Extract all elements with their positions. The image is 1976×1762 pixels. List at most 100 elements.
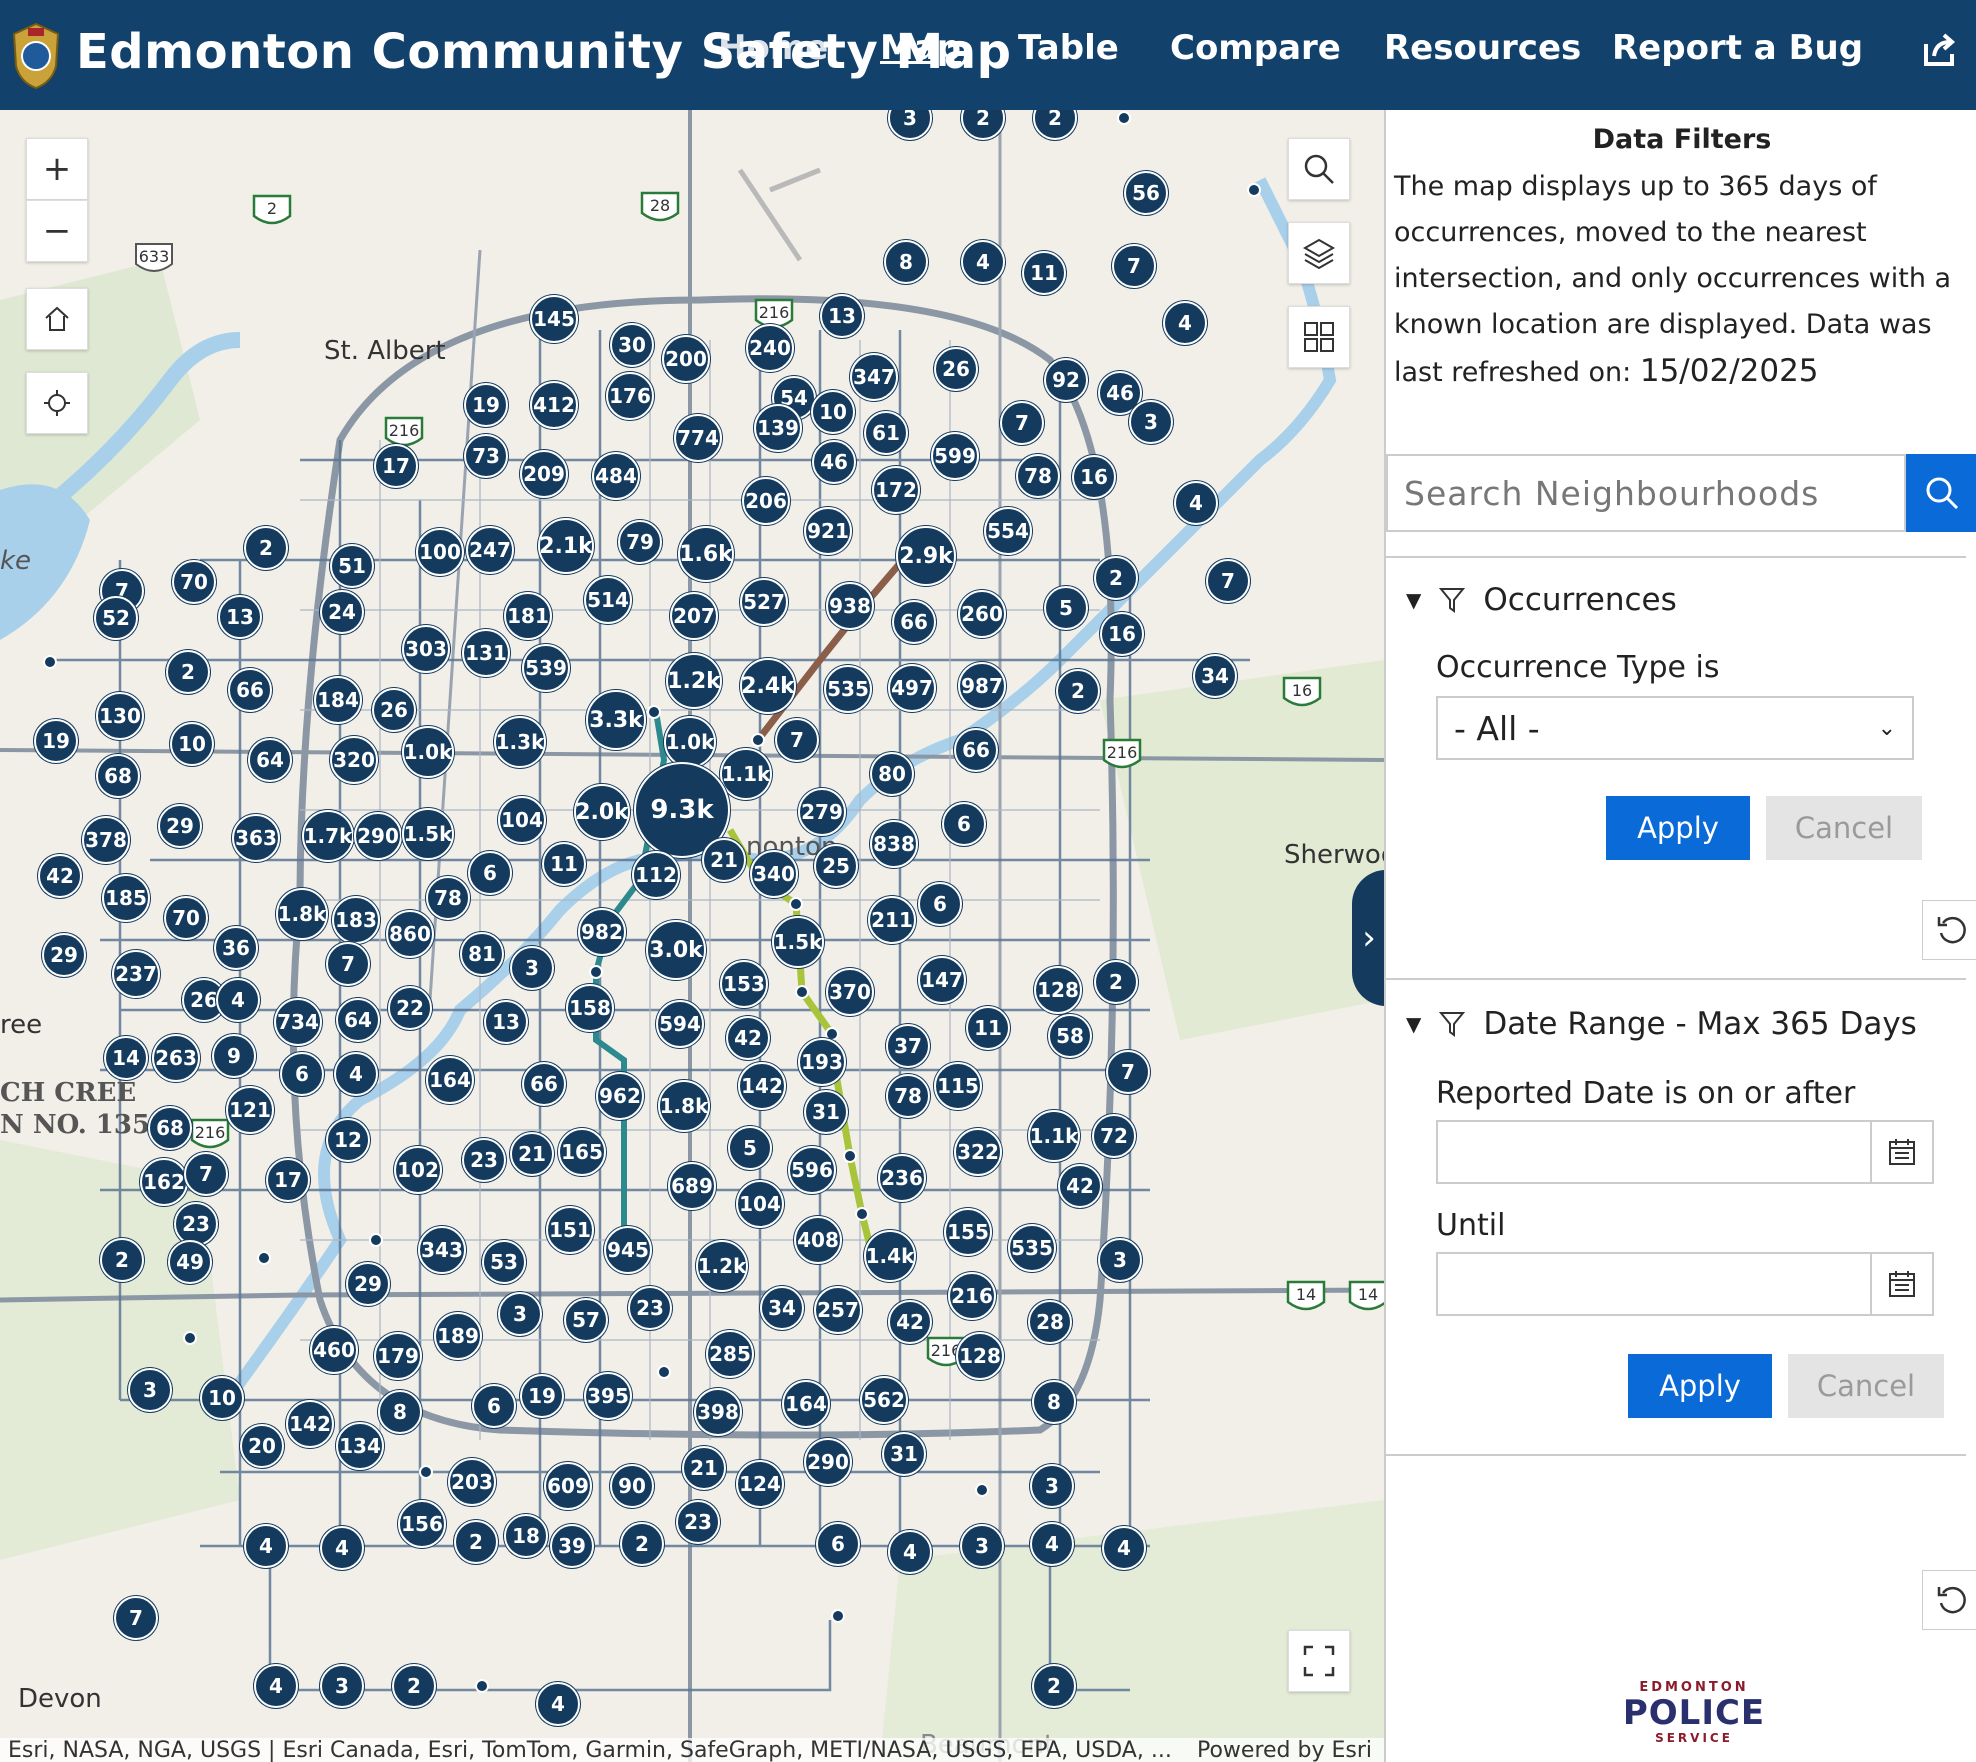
occurrence-cluster[interactable]: 2.0k xyxy=(574,784,630,840)
date-reset-button[interactable] xyxy=(1922,1570,1976,1630)
date-apply-button[interactable]: Apply xyxy=(1628,1354,1772,1418)
occurrence-cluster[interactable]: 6 xyxy=(468,851,512,895)
occurrence-cluster[interactable]: 139 xyxy=(754,404,802,452)
occurrence-cluster[interactable]: 609 xyxy=(544,1462,592,1510)
occurrence-cluster[interactable]: 23 xyxy=(676,1500,720,1544)
occurrence-cluster[interactable]: 13 xyxy=(820,294,864,338)
occurrence-cluster[interactable]: 3 xyxy=(1129,400,1173,444)
occurrence-cluster[interactable]: 7 xyxy=(775,718,819,762)
occurrence-cluster[interactable]: 6 xyxy=(816,1522,860,1566)
occurrence-cluster[interactable]: 8 xyxy=(1032,1380,1076,1424)
occurrence-cluster[interactable]: 36 xyxy=(214,926,258,970)
occurrence-cluster[interactable]: 206 xyxy=(742,477,790,525)
occurrence-cluster[interactable]: 216 xyxy=(948,1272,996,1320)
occurrence-cluster[interactable]: 11 xyxy=(542,842,586,886)
occurrence-cluster[interactable]: 13 xyxy=(484,1000,528,1044)
occurrence-cluster[interactable]: 130 xyxy=(96,692,144,740)
occurrence-point[interactable] xyxy=(1247,183,1261,197)
date-range-section-toggle[interactable]: ▼ Date Range - Max 365 Days xyxy=(1406,1006,1917,1042)
occurrence-cluster[interactable]: 263 xyxy=(152,1034,200,1082)
fullscreen-button[interactable] xyxy=(1288,1630,1350,1692)
occurrence-cluster[interactable]: 37 xyxy=(886,1024,930,1068)
occurrence-cluster[interactable]: 12 xyxy=(326,1118,370,1162)
occurrence-cluster[interactable]: 921 xyxy=(804,507,852,555)
occurrence-cluster[interactable]: 179 xyxy=(374,1332,422,1380)
zoom-in-button[interactable]: + xyxy=(26,138,88,200)
occurrence-cluster[interactable]: 257 xyxy=(814,1286,862,1334)
occurrence-cluster[interactable]: 78 xyxy=(886,1074,930,1118)
until-field[interactable] xyxy=(1436,1252,1934,1316)
occurrence-cluster[interactable]: 142 xyxy=(286,1400,334,1448)
occurrence-cluster[interactable]: 184 xyxy=(314,676,362,724)
occurrence-cluster[interactable]: 21 xyxy=(510,1132,554,1176)
occurrence-cluster[interactable]: 774 xyxy=(674,414,722,462)
occurrence-cluster[interactable]: 2 xyxy=(1094,556,1138,600)
occurrence-cluster[interactable]: 17 xyxy=(266,1158,310,1202)
panel-toggle-button[interactable]: › xyxy=(1352,870,1384,1006)
occurrence-cluster[interactable]: 16 xyxy=(1072,455,1116,499)
occurrence-cluster[interactable]: 17 xyxy=(374,444,418,488)
occurrences-cancel-button[interactable]: Cancel xyxy=(1766,796,1922,860)
occurrence-cluster[interactable]: 237 xyxy=(112,950,160,998)
occurrence-cluster[interactable]: 207 xyxy=(670,592,718,640)
occurrence-point[interactable] xyxy=(795,985,809,999)
occurrence-cluster[interactable]: 2 xyxy=(1094,960,1138,1004)
occurrence-cluster[interactable]: 4 xyxy=(244,1524,288,1568)
nav-report-bug[interactable]: Report a Bug xyxy=(1612,28,1864,68)
occurrence-point[interactable] xyxy=(257,1251,271,1265)
occurrence-cluster[interactable]: 539 xyxy=(522,644,570,692)
occurrence-cluster[interactable]: 92 xyxy=(1044,358,1088,402)
occurrence-cluster[interactable]: 285 xyxy=(706,1330,754,1378)
occurrence-cluster[interactable]: 19 xyxy=(520,1374,564,1418)
map-view[interactable]: 2 28 633 216 216 216 216 216 16 14 14 St… xyxy=(0,110,1384,1762)
occurrence-cluster[interactable]: 57 xyxy=(564,1298,608,1342)
occurrence-cluster[interactable]: 236 xyxy=(878,1154,926,1202)
occurrence-cluster[interactable]: 594 xyxy=(656,1000,704,1048)
calendar-button[interactable] xyxy=(1870,1254,1932,1314)
occurrence-cluster[interactable]: 3 xyxy=(320,1664,364,1708)
occurrence-cluster[interactable]: 64 xyxy=(336,998,380,1042)
occurrence-cluster[interactable]: 31 xyxy=(804,1090,848,1134)
occurrence-cluster[interactable]: 1.0k xyxy=(664,716,716,768)
occurrence-cluster[interactable]: 156 xyxy=(398,1500,446,1548)
occurrence-cluster[interactable]: 172 xyxy=(872,466,920,514)
occurrence-cluster[interactable]: 3.3k xyxy=(586,690,646,750)
occurrence-cluster[interactable]: 164 xyxy=(426,1056,474,1104)
zoom-out-button[interactable]: − xyxy=(26,200,88,262)
occurrence-cluster[interactable]: 53 xyxy=(482,1240,526,1284)
occurrence-cluster[interactable]: 1.1k xyxy=(1028,1110,1080,1162)
occurrence-cluster[interactable]: 9 xyxy=(212,1034,256,1078)
occurrence-cluster[interactable]: 1.2k xyxy=(696,1240,748,1292)
occurrence-cluster[interactable]: 599 xyxy=(931,432,979,480)
occurrence-cluster[interactable]: 49 xyxy=(168,1240,212,1284)
occurrence-cluster[interactable]: 2 xyxy=(454,1520,498,1564)
occurrence-cluster[interactable]: 2.1k xyxy=(538,518,594,574)
basemap-gallery-button[interactable] xyxy=(1288,306,1350,368)
occurrence-cluster[interactable]: 1.8k xyxy=(276,888,328,940)
occurrence-cluster[interactable]: 8 xyxy=(378,1390,422,1434)
occurrence-cluster[interactable]: 4 xyxy=(961,240,1005,284)
occurrence-cluster[interactable]: 68 xyxy=(148,1106,192,1150)
occurrence-cluster[interactable]: 203 xyxy=(448,1458,496,1506)
occurrence-cluster[interactable]: 7 xyxy=(1206,559,1250,603)
occurrence-cluster[interactable]: 279 xyxy=(798,788,846,836)
occurrence-cluster[interactable]: 1.7k xyxy=(302,810,354,862)
occurrence-point[interactable] xyxy=(647,705,661,719)
occurrence-cluster[interactable]: 6 xyxy=(918,882,962,926)
occurrence-cluster[interactable]: 153 xyxy=(720,960,768,1008)
occurrence-cluster[interactable]: 1.3k xyxy=(494,716,546,768)
occurrence-cluster[interactable]: 21 xyxy=(702,838,746,882)
occurrence-cluster[interactable]: 347 xyxy=(850,353,898,401)
occurrence-cluster[interactable]: 6 xyxy=(472,1384,516,1428)
occurrence-cluster[interactable]: 3 xyxy=(1098,1238,1142,1282)
occurrence-cluster[interactable]: 34 xyxy=(1193,654,1237,698)
occurrence-cluster[interactable]: 90 xyxy=(610,1464,654,1508)
occurrence-cluster[interactable]: 10 xyxy=(170,722,214,766)
occurrence-cluster[interactable]: 240 xyxy=(746,324,794,372)
occurrence-cluster[interactable]: 320 xyxy=(330,736,378,784)
occurrence-cluster[interactable]: 962 xyxy=(596,1072,644,1120)
occurrence-cluster[interactable]: 162 xyxy=(140,1158,188,1206)
occurrence-cluster[interactable]: 28 xyxy=(1028,1300,1072,1344)
occurrence-cluster[interactable]: 72 xyxy=(1092,1114,1136,1158)
neighbourhood-search-input[interactable] xyxy=(1386,454,1906,532)
